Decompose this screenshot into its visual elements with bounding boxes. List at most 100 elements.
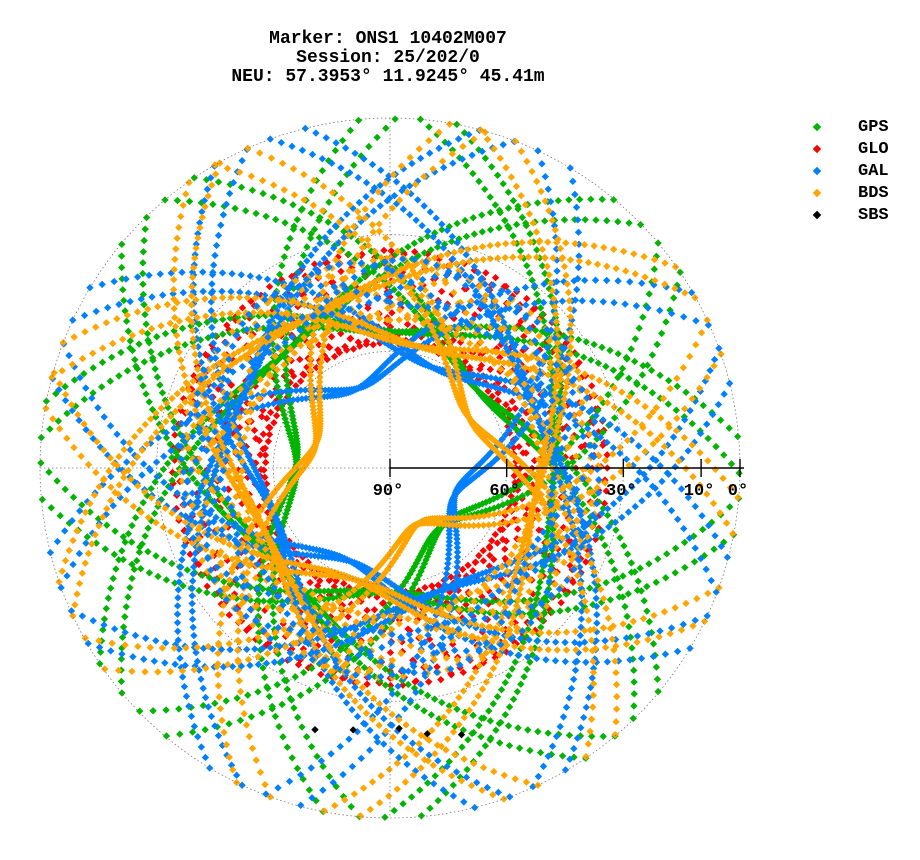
gps-track-point — [704, 434, 712, 443]
gps-track-point — [496, 739, 504, 747]
glo-track-point — [296, 355, 304, 364]
gps-track-point — [261, 673, 269, 681]
gps-track-point — [373, 133, 381, 142]
glo-track-point — [270, 419, 278, 427]
gps-track-point — [627, 345, 635, 353]
gps-track-point — [649, 640, 658, 648]
gal-track-point — [65, 351, 73, 360]
glo-track-point — [490, 555, 498, 564]
gal-track-point — [577, 615, 586, 623]
gal-track-point — [571, 190, 579, 199]
gps-track-point — [620, 542, 628, 550]
gal-track-point — [82, 539, 90, 547]
glo-track-point — [388, 309, 396, 317]
gps-track-point — [574, 335, 583, 344]
gal-track-point — [562, 703, 571, 711]
gps-track-point — [538, 310, 546, 319]
gps-track-point — [727, 460, 736, 468]
gps-track-point — [199, 701, 207, 710]
gps-track-point — [307, 186, 315, 195]
bds-track-point — [147, 325, 156, 333]
gps-track-point — [517, 680, 525, 688]
gps-track-point — [98, 383, 106, 391]
gal-track-point — [522, 301, 530, 309]
gps-track-point — [536, 578, 544, 586]
gal-track-point — [69, 316, 77, 324]
bds-track-point — [309, 201, 318, 210]
gps-track-point — [602, 579, 610, 587]
gal-track-point — [53, 537, 62, 546]
bds-track-point — [641, 402, 649, 411]
gps-track-point — [164, 459, 172, 468]
gal-track-point — [425, 751, 433, 759]
gps-track-point — [175, 705, 183, 713]
gps-track-point — [123, 367, 132, 375]
gal-track-point — [632, 302, 641, 310]
gps-track-point — [524, 726, 532, 734]
gal-track-point — [274, 784, 282, 792]
gps-track-point — [486, 226, 495, 234]
gps-track-point — [518, 492, 527, 500]
gps-track-point — [652, 663, 661, 671]
gal-track-point — [251, 645, 259, 653]
gps-track-point — [425, 123, 433, 131]
gps-track-point — [602, 362, 610, 371]
gps-track-point — [372, 634, 380, 642]
glo-track-point — [486, 365, 494, 374]
gps-track-point — [291, 673, 299, 681]
gps-track-point — [318, 167, 327, 175]
gps-track-point — [195, 586, 203, 595]
gal-track-point — [110, 625, 119, 633]
bds-track-point — [218, 310, 227, 318]
gal-track-point — [408, 739, 417, 747]
gps-track-point — [109, 574, 117, 583]
gps-track-point — [639, 313, 647, 321]
gps-track-point — [176, 730, 184, 738]
gps-track-point — [283, 743, 292, 751]
glo-track-point — [462, 600, 470, 609]
gps-track-point — [453, 219, 461, 228]
glo-track-point — [501, 545, 509, 553]
glo-track-point — [242, 626, 251, 634]
gps-track-point — [599, 732, 607, 741]
glo-track-point — [223, 321, 231, 329]
glo-track-point — [171, 431, 179, 439]
gps-track-point — [154, 572, 162, 581]
gal-track-point — [414, 196, 422, 204]
glo-track-point — [335, 349, 344, 357]
gal-track-point — [392, 178, 401, 186]
gal-track-point — [197, 675, 205, 683]
gps-track-point — [598, 195, 606, 204]
gal-track-point — [574, 228, 583, 236]
gal-track-point — [348, 762, 357, 771]
gps-track-point — [142, 320, 150, 328]
gal-track-point — [577, 724, 585, 732]
gal-track-point — [316, 260, 324, 268]
glo-track-point — [575, 358, 583, 367]
gps-track-point — [726, 503, 734, 511]
bds-track-point — [163, 300, 172, 309]
gal-track-point — [188, 607, 196, 615]
gal-track-point — [311, 245, 320, 254]
gal-track-point — [190, 722, 199, 731]
gal-track-point — [673, 647, 682, 656]
gps-track-point — [681, 563, 689, 572]
glo-track-point — [399, 681, 407, 689]
gps-track-point — [434, 796, 442, 805]
gps-track-point — [153, 373, 162, 381]
bds-track-point — [604, 614, 613, 622]
gps-track-point — [635, 324, 643, 332]
gal-track-point — [94, 404, 102, 412]
gps-track-point — [53, 477, 61, 485]
gps-track-point — [391, 115, 399, 123]
gal-track-point — [270, 658, 279, 666]
gal-track-point — [182, 692, 191, 701]
gps-track-point — [325, 198, 333, 206]
gal-track-point — [208, 323, 216, 332]
gal-track-point — [259, 402, 267, 410]
glo-track-point — [369, 340, 377, 349]
gal-track-point — [567, 684, 576, 693]
gal-track-point — [180, 682, 189, 691]
gal-track-point — [337, 164, 345, 172]
glo-track-point — [341, 342, 349, 351]
